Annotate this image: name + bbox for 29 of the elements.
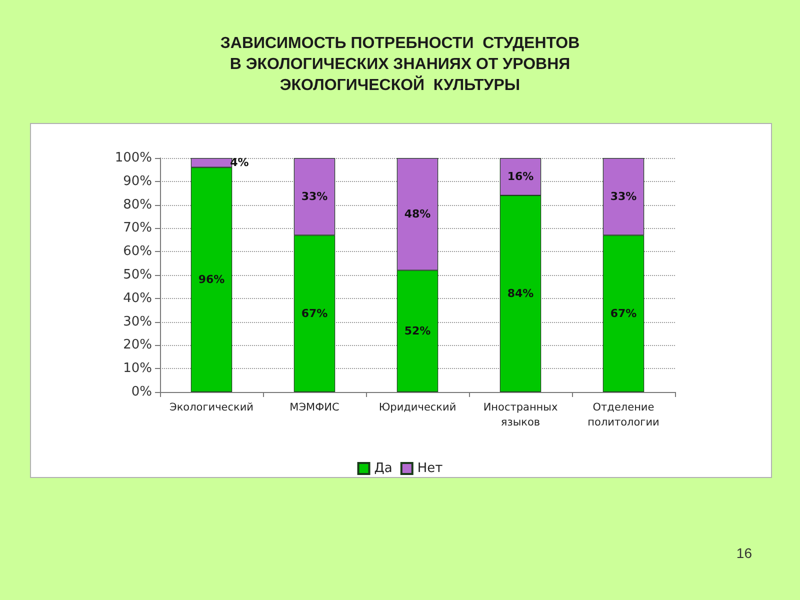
x-tick-label: Отделение политологии <box>588 402 660 428</box>
data-label: 96% <box>198 273 225 286</box>
text: 16 <box>736 545 752 561</box>
data-label: 33% <box>301 190 328 204</box>
data-label: 33% <box>610 190 637 204</box>
legend-label: Нет <box>417 461 444 476</box>
data-label: 16% <box>507 170 534 184</box>
legend-label: Да <box>374 461 392 476</box>
y-tick-label: 80% <box>123 197 152 212</box>
data-label: 67% <box>301 307 328 320</box>
data-label: 52% <box>404 324 431 338</box>
y-tick-label: 90% <box>123 174 152 189</box>
y-tick-label: 50% <box>123 268 152 282</box>
x-tick-label: МЭМФИС <box>290 402 340 414</box>
y-tick-label: 20% <box>123 338 152 353</box>
data-label: 48% <box>404 208 431 221</box>
y-tick-label: 70% <box>123 220 152 236</box>
x-tick-label: Иностранных языков <box>483 402 558 428</box>
y-tick-label: 0% <box>131 384 152 400</box>
chart-title: ЗАВИСИМОСТЬ ПОТРЕБНОСТИ СТУДЕНТОВ В ЭКОЛОГИЧЕСКИХ ЗНАНИЯХ ОТ УРОВНЯ ЭКОЛОГИЧЕСКОЙ КУЛЬТУРЫ <box>220 35 580 94</box>
data-label: 67% <box>610 307 637 320</box>
y-tick-label: 10% <box>123 361 152 376</box>
x-tick-label: Экологический <box>170 402 254 414</box>
y-tick-label: 60% <box>123 244 152 260</box>
x-tick-label: Юридический <box>378 402 456 414</box>
y-tick-label: 100% <box>114 150 152 166</box>
y-tick-label: 40% <box>123 290 152 306</box>
data-label: 84% <box>507 287 534 300</box>
y-tick-label: 30% <box>123 314 152 330</box>
